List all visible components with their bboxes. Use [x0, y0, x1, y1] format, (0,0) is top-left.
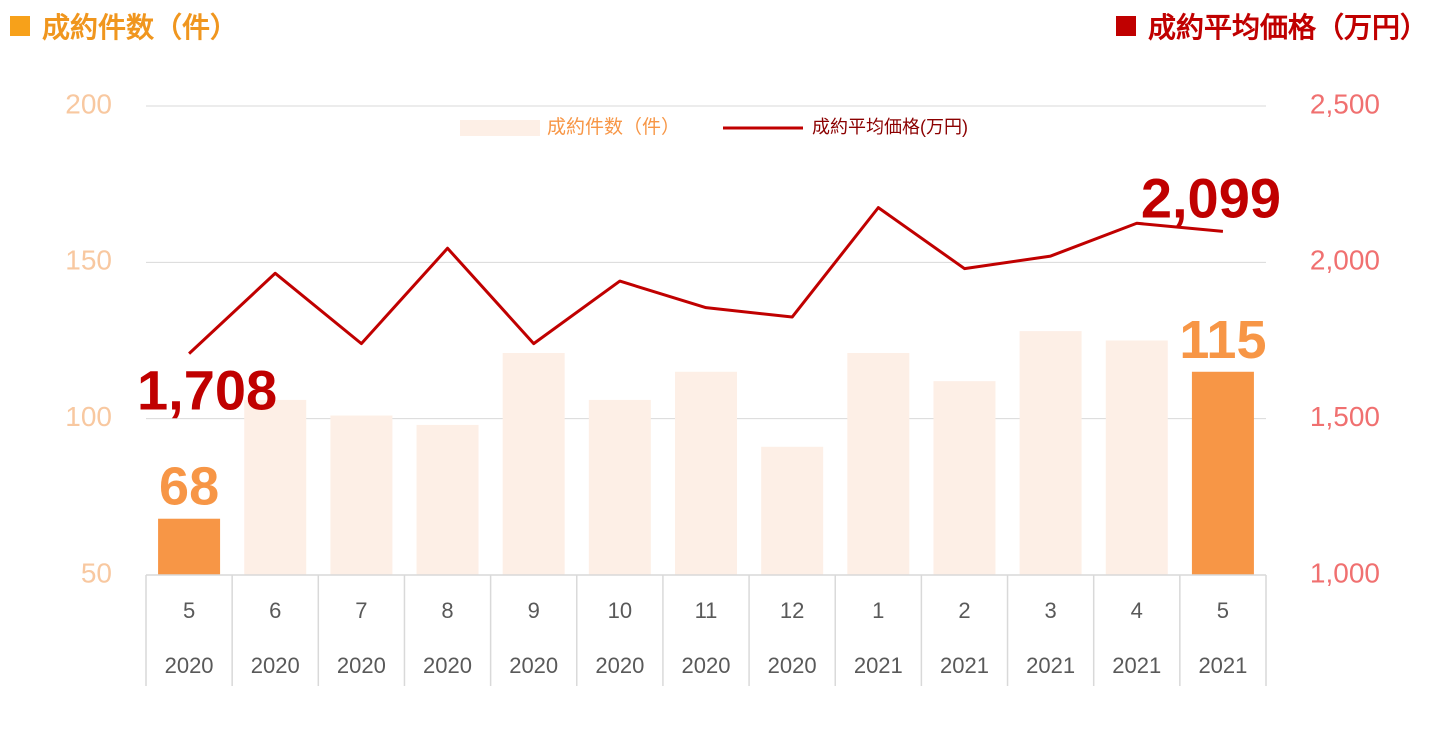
- right-tick-label: 1,500: [1310, 401, 1380, 432]
- data-label: 2,099: [1141, 166, 1281, 229]
- x-tick-label-month: 2: [958, 598, 970, 623]
- bar: [1105, 340, 1168, 575]
- bar: [416, 424, 479, 575]
- x-tick-label-year: 2020: [251, 653, 300, 678]
- x-tick-label-year: 2020: [509, 653, 558, 678]
- x-tick-label-month: 5: [1217, 598, 1229, 623]
- left-tick-label: 50: [81, 557, 112, 588]
- bar: [158, 518, 221, 575]
- data-label: 68: [159, 457, 219, 517]
- legend-label-line: 成約平均価格(万円): [812, 117, 968, 137]
- x-tick-label-year: 2021: [1198, 653, 1247, 678]
- x-tick-label-month: 6: [269, 598, 281, 623]
- bar: [847, 353, 910, 575]
- x-tick-label-month: 9: [528, 598, 540, 623]
- x-tick-label-year: 2021: [1112, 653, 1161, 678]
- bar: [330, 415, 393, 575]
- left-axis-title-text: 成約件数（件）: [42, 12, 239, 43]
- x-tick-label-month: 11: [695, 598, 718, 623]
- legend-swatch-bars: [460, 120, 540, 136]
- orange-square-icon: [10, 16, 30, 36]
- x-tick-label-month: 1: [872, 598, 884, 623]
- right-axis-title: 成約平均価格（万円）: [1115, 6, 1428, 46]
- red-square-icon: [1115, 16, 1136, 36]
- x-tick-label-year: 2020: [682, 653, 731, 678]
- left-tick-label: 100: [65, 401, 112, 432]
- x-tick-label-year: 2020: [337, 653, 386, 678]
- x-tick-label-year: 2020: [768, 653, 817, 678]
- right-tick-label: 2,500: [1310, 88, 1380, 119]
- x-tick-label-month: 12: [780, 598, 804, 623]
- x-tick-label-month: 8: [441, 598, 453, 623]
- right-tick-label: 1,000: [1310, 557, 1380, 588]
- bar: [502, 353, 565, 575]
- bar: [1191, 371, 1254, 575]
- right-tick-label: 2,000: [1310, 245, 1380, 276]
- bar: [675, 371, 737, 575]
- bar: [244, 399, 307, 575]
- data-label: 1,708: [137, 359, 277, 422]
- bar: [761, 446, 824, 575]
- right-axis-title-text: 成約平均価格（万円）: [1147, 12, 1428, 43]
- x-tick-label-year: 2020: [595, 653, 644, 678]
- legend-label-bars: 成約件数（件）: [547, 116, 680, 138]
- left-tick-label: 200: [65, 88, 112, 119]
- x-tick-label-year: 2021: [1026, 653, 1075, 678]
- x-tick-label-year: 2021: [940, 653, 989, 678]
- data-label: 115: [1179, 310, 1266, 370]
- left-axis-title: 成約件数（件）: [10, 6, 238, 46]
- bar: [588, 399, 651, 575]
- bar: [933, 381, 996, 575]
- x-tick-label-month: 7: [355, 598, 367, 623]
- x-tick-label-year: 2021: [854, 653, 903, 678]
- x-tick-label-year: 2020: [423, 653, 472, 678]
- x-tick-label-month: 5: [183, 598, 195, 623]
- x-tick-label-year: 2020: [165, 653, 214, 678]
- x-tick-label-month: 4: [1131, 598, 1143, 623]
- x-tick-label-month: 3: [1044, 598, 1056, 623]
- left-tick-label: 150: [65, 245, 112, 276]
- x-tick-label-month: 10: [608, 598, 632, 623]
- bar: [1019, 331, 1082, 575]
